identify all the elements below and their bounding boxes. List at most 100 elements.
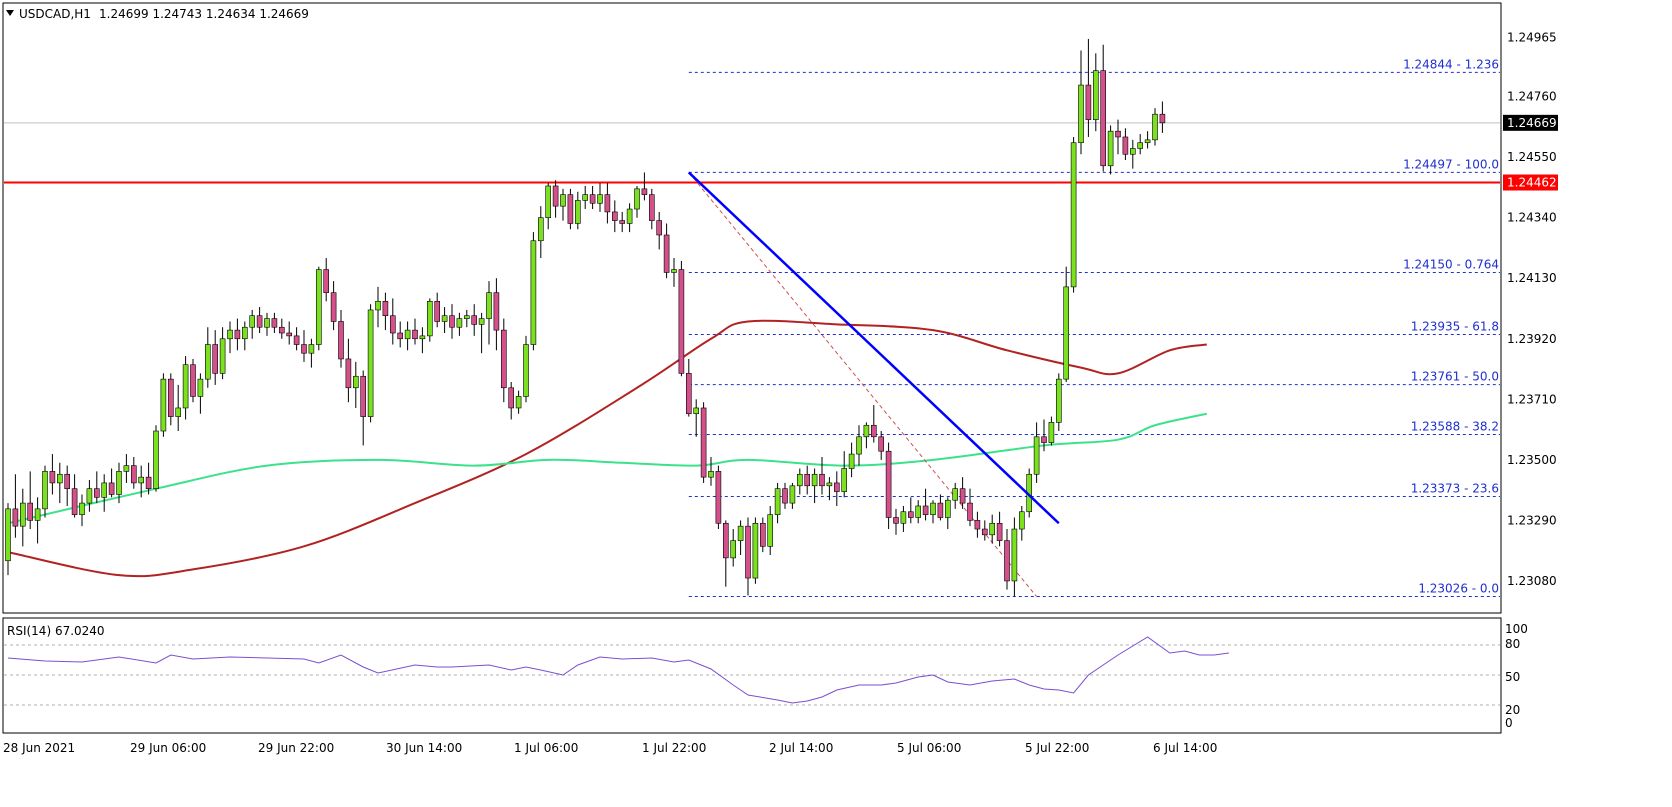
candlestick bbox=[663, 223, 670, 279]
candlestick bbox=[1070, 136, 1077, 293]
candlestick bbox=[301, 330, 307, 362]
bull-candle-body bbox=[42, 471, 48, 510]
candlestick bbox=[86, 480, 93, 512]
candlestick bbox=[12, 474, 19, 538]
bull-candle-body bbox=[264, 318, 270, 328]
candlestick bbox=[27, 471, 34, 530]
candlestick bbox=[922, 488, 929, 521]
bear-candle-body bbox=[996, 522, 1003, 541]
bear-candle-body bbox=[27, 502, 34, 521]
candlestick bbox=[94, 471, 100, 504]
bear-candle-body bbox=[64, 473, 70, 489]
price-panel[interactable] bbox=[2, 2, 1502, 614]
symbol-label: USDCAD,H1 bbox=[19, 7, 91, 21]
time-tick-label: 2 Jul 14:00 bbox=[769, 741, 833, 755]
bear-candle-body bbox=[1004, 540, 1010, 582]
candlestick bbox=[811, 468, 818, 504]
candlestick bbox=[826, 477, 833, 501]
bull-candle-body bbox=[1130, 148, 1136, 155]
bear-candle-body bbox=[648, 194, 655, 221]
candlestick bbox=[463, 309, 470, 328]
bear-candle-body bbox=[256, 315, 263, 328]
bull-candle-body bbox=[1033, 436, 1040, 475]
rsi-tick-label: 0 bbox=[1505, 716, 1513, 730]
candlestick bbox=[863, 422, 870, 449]
bull-candle-body bbox=[56, 473, 63, 484]
price-tick-label: 1.23080 bbox=[1507, 574, 1557, 588]
bear-candle-body bbox=[212, 344, 218, 374]
candlestick bbox=[745, 517, 751, 596]
candlestick bbox=[471, 304, 478, 336]
bull-candle-body bbox=[811, 473, 818, 487]
candlestick bbox=[959, 477, 966, 509]
time-tick-label: 30 Jun 14:00 bbox=[386, 741, 462, 755]
bull-candle-body bbox=[308, 344, 315, 354]
price-tick-label: 1.23500 bbox=[1507, 453, 1557, 467]
bull-candle-body bbox=[826, 482, 833, 487]
candlestick bbox=[634, 185, 640, 218]
trend-line[interactable] bbox=[687, 171, 1060, 525]
candlestick bbox=[234, 318, 241, 351]
candlestick bbox=[893, 508, 899, 535]
candlestick bbox=[952, 482, 959, 509]
fib-level-label: 1.23588 - 38.2 bbox=[1411, 419, 1499, 433]
candlestick bbox=[737, 520, 744, 555]
bear-candle-body bbox=[382, 300, 389, 317]
dropdown-triangle-icon[interactable] bbox=[6, 10, 14, 16]
bear-candle-body bbox=[619, 220, 626, 224]
bear-candle-body bbox=[678, 269, 685, 374]
bear-candle-body bbox=[604, 194, 611, 213]
bull-candle-body bbox=[796, 473, 803, 487]
rsi-axis: 100 80 50 20 0 bbox=[1505, 622, 1528, 730]
bull-candle-body bbox=[138, 476, 144, 484]
bull-candle-body bbox=[582, 194, 589, 201]
bull-candle-body bbox=[767, 514, 774, 547]
rsi-label: RSI(14) 67.0240 bbox=[7, 624, 105, 638]
bear-candle-body bbox=[493, 292, 500, 331]
time-tick-label: 1 Jul 22:00 bbox=[642, 741, 706, 755]
bear-candle-body bbox=[893, 517, 899, 524]
candlestick bbox=[671, 258, 677, 287]
bear-candle-body bbox=[959, 488, 966, 504]
candlestick bbox=[589, 185, 596, 210]
bull-candle-body bbox=[1093, 70, 1099, 120]
bull-candle-body bbox=[486, 292, 492, 319]
candlestick bbox=[582, 185, 589, 210]
candlestick bbox=[1011, 517, 1018, 597]
bull-candle-body bbox=[1063, 286, 1069, 380]
bull-candle-body bbox=[1070, 142, 1077, 288]
bull-candle-body bbox=[197, 378, 204, 397]
bull-candle-body bbox=[597, 194, 603, 204]
bear-candle-body bbox=[434, 300, 441, 322]
candlestick bbox=[323, 258, 330, 302]
price-tick-label: 1.24760 bbox=[1507, 90, 1557, 104]
current-price-badge: 1.24669 bbox=[1503, 114, 1558, 131]
bear-candle-body bbox=[907, 511, 914, 518]
candlestick bbox=[1144, 131, 1151, 149]
bull-candle-body bbox=[1107, 130, 1114, 167]
fib-level-label: 1.24497 - 100.0 bbox=[1403, 157, 1499, 171]
candlestick bbox=[1093, 53, 1099, 132]
candlestick bbox=[841, 451, 848, 498]
bull-candle-body bbox=[530, 240, 537, 345]
bear-candle-body bbox=[1159, 113, 1166, 124]
candlestick bbox=[819, 456, 825, 495]
candlestick bbox=[1078, 50, 1084, 155]
candlestick bbox=[1048, 416, 1055, 446]
bull-candle-body bbox=[523, 344, 529, 397]
bear-candle-body bbox=[1041, 436, 1047, 443]
bull-candle-body bbox=[86, 488, 93, 504]
candlestick bbox=[434, 292, 441, 328]
bear-candle-body bbox=[323, 269, 330, 293]
bear-candle-body bbox=[878, 436, 885, 452]
price-tick-label: 1.24965 bbox=[1507, 31, 1557, 45]
bull-candle-body bbox=[515, 396, 522, 409]
candlestick bbox=[508, 382, 515, 420]
time-axis: 28 Jun 2021 29 Jun 06:00 29 Jun 22:00 30… bbox=[3, 741, 1217, 755]
bull-candle-body bbox=[537, 217, 544, 242]
bear-candle-body bbox=[12, 508, 19, 527]
candlestick bbox=[168, 373, 174, 426]
bull-candle-body bbox=[574, 200, 581, 224]
bull-candle-body bbox=[1056, 378, 1062, 423]
